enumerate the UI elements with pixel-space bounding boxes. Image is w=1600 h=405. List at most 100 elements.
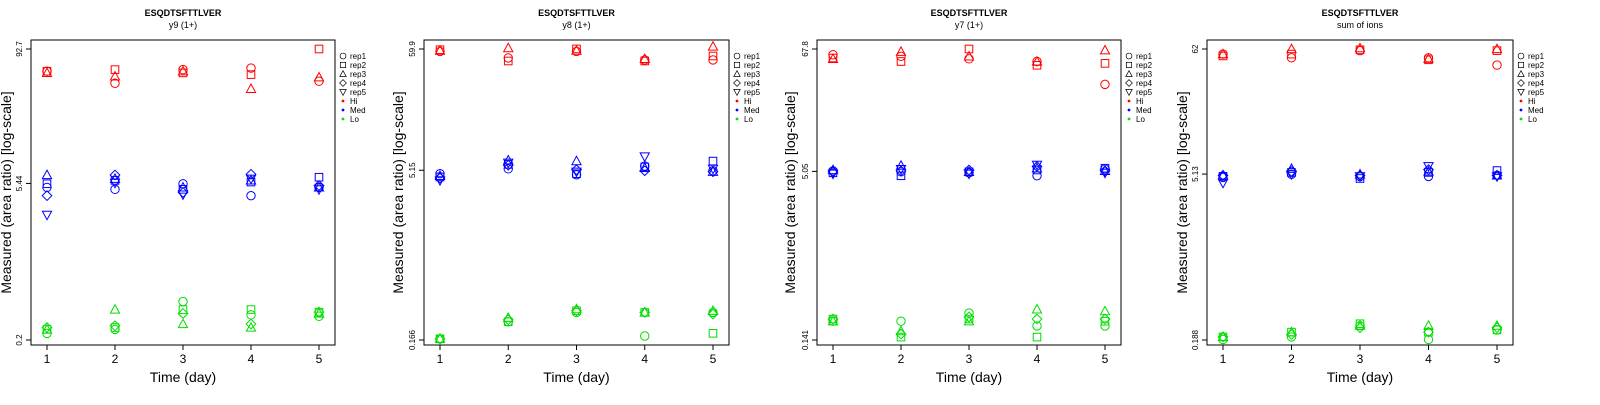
legend-marker-rep3 <box>733 69 741 77</box>
data-point-med-rep3 <box>502 154 514 165</box>
data-point-lo-rep3 <box>707 304 719 315</box>
legend-item-label: rep5 <box>1528 88 1545 97</box>
data-point-hi-rep2 <box>314 44 324 54</box>
y-tick-label: 92.7 <box>15 41 24 57</box>
y-axis-label: Measured (area ratio) [log-scale] <box>0 91 14 293</box>
y-tick-label: 67.8 <box>801 41 810 57</box>
legend-item-label: rep1 <box>350 52 367 61</box>
data-point-med-rep3 <box>707 165 719 176</box>
plot-frame <box>423 39 730 346</box>
data-point-med-rep2 <box>1100 163 1110 173</box>
data-point-med-rep1 <box>503 164 513 174</box>
legend-item-label: rep5 <box>350 88 367 97</box>
data-point-med-rep2 <box>1424 168 1433 177</box>
data-point-med-rep5 <box>1217 178 1229 189</box>
data-point-lo-rep1 <box>708 307 718 318</box>
legend-marker-rep3 <box>1125 69 1133 77</box>
data-point-lo-rep3 <box>963 315 975 326</box>
data-point-lo-rep4 <box>1354 322 1366 334</box>
x-tick-label: 2 <box>898 352 905 366</box>
data-point-lo-rep1 <box>110 324 120 335</box>
data-point-hi-rep3 <box>1217 48 1229 59</box>
data-point-lo-rep3 <box>177 318 189 329</box>
data-point-hi-rep3 <box>41 67 53 77</box>
x-tick-label: 4 <box>248 352 255 366</box>
legend-item-label: Med <box>350 106 366 115</box>
data-point-med-rep2 <box>708 156 718 166</box>
chart-title: ESQDTSFTTLVER <box>931 8 1008 18</box>
data-point-lo-rep3 <box>827 315 839 326</box>
x-tick-label: 2 <box>505 352 512 366</box>
data-point-lo-rep3 <box>895 325 907 336</box>
legend-dot-hi <box>1519 99 1523 103</box>
data-point-lo-rep1 <box>640 331 650 341</box>
data-point-lo-rep4 <box>639 306 651 318</box>
legend-marker-rep2 <box>733 61 741 69</box>
legend-item-label: Med <box>1136 106 1152 115</box>
legend-item-label: Med <box>1528 106 1544 115</box>
data-point-hi-rep1 <box>110 78 120 88</box>
data-point-lo-rep4 <box>895 328 907 340</box>
legend-marker-rep1 <box>733 52 741 60</box>
data-point-lo-rep3 <box>1031 303 1043 314</box>
legend-marker-rep1 <box>339 52 347 60</box>
y-tick-label: 0.188 <box>1191 329 1200 350</box>
legend-item-label: Hi <box>1136 97 1144 106</box>
legend-item-label: rep2 <box>1136 61 1153 70</box>
data-point-lo-rep4 <box>1031 313 1043 325</box>
data-point-lo-rep2 <box>896 332 906 342</box>
data-point-hi-rep3 <box>1423 52 1434 63</box>
plot-frame <box>30 39 336 346</box>
legend-item-label: Lo <box>1136 115 1145 124</box>
legend-item-label: rep3 <box>1136 70 1153 79</box>
plot-frame <box>816 39 1122 346</box>
data-point-hi-rep2 <box>503 56 513 66</box>
data-point-hi-rep3 <box>313 71 325 82</box>
x-tick-label: 5 <box>316 352 323 366</box>
chart-title: ESQDTSFTTLVER <box>145 8 222 18</box>
legend-dot-lo <box>1519 117 1523 121</box>
data-point-lo-rep1 <box>1286 332 1297 342</box>
data-point-med-rep4 <box>639 165 651 177</box>
y-tick-label: 5.15 <box>408 162 417 178</box>
data-point-med-rep3 <box>1099 165 1111 176</box>
x-tick-label: 1 <box>1220 352 1227 366</box>
data-point-hi-rep1 <box>1100 79 1110 90</box>
legend-dot-hi <box>1127 99 1131 103</box>
x-tick-label: 3 <box>966 352 973 366</box>
data-point-med-rep5 <box>41 210 53 221</box>
data-point-lo-rep1 <box>178 296 188 307</box>
data-point-lo-rep4 <box>1491 322 1503 334</box>
chart-panel-2: ESQDTSFTTLVER y8 (1+) 1 2 3 4 5 0.166 5.15 59.9 Ti… <box>390 8 761 385</box>
data-point-med-rep4 <box>707 166 719 178</box>
legend-marker-rep3 <box>339 69 347 77</box>
data-point-lo-rep2 <box>964 314 974 324</box>
legend-marker-rep1 <box>1125 52 1133 60</box>
y-tick-label: 0.166 <box>408 329 417 350</box>
data-point-lo-rep4 <box>177 307 189 319</box>
data-point-lo-rep4 <box>1422 326 1435 338</box>
data-point-med-rep5 <box>1423 162 1434 173</box>
data-point-med-rep5 <box>1286 170 1297 181</box>
data-point-lo-rep2 <box>246 305 256 314</box>
data-point-lo-rep1 <box>1423 334 1434 345</box>
legend-marker-rep5 <box>1517 89 1525 97</box>
legend-item-label: rep2 <box>1528 61 1545 70</box>
data-point-lo-rep2 <box>828 314 838 324</box>
x-tick-label: 4 <box>1425 352 1432 366</box>
data-point-hi-rep3 <box>895 45 907 56</box>
data-point-med-rep5 <box>571 167 582 178</box>
data-point-lo-rep4 <box>434 333 446 345</box>
legend-marker-rep5 <box>1125 89 1133 97</box>
x-axis-label: Time (day) <box>150 369 216 385</box>
data-point-hi-rep1 <box>1492 60 1502 70</box>
data-point-med-rep5 <box>827 169 839 180</box>
data-point-hi-rep1 <box>246 63 256 73</box>
legend-dot-lo <box>1127 117 1131 121</box>
data-point-lo-rep4 <box>707 308 719 320</box>
data-point-lo-rep4 <box>313 306 325 318</box>
data-point-lo-rep4 <box>827 313 839 325</box>
legend-item-label: rep4 <box>1136 79 1153 88</box>
legend-dot-med <box>1519 108 1523 112</box>
